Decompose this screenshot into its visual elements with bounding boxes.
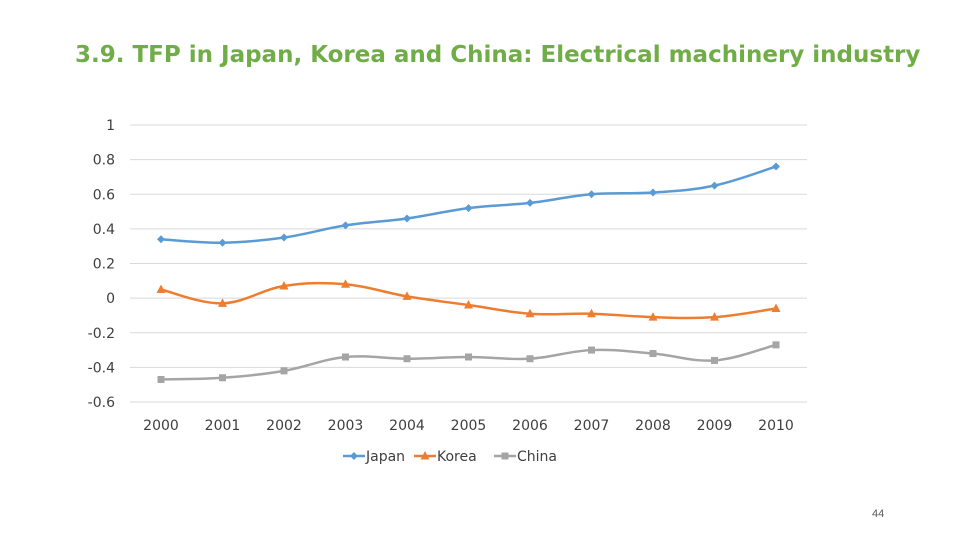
data-point-china — [403, 355, 411, 363]
x-tick-label: 2007 — [574, 418, 610, 434]
data-point-japan — [157, 235, 165, 244]
data-point-korea — [587, 308, 596, 318]
x-tick-label: 2010 — [758, 418, 794, 434]
x-tick-label: 2000 — [143, 418, 179, 434]
data-point-korea — [648, 312, 658, 321]
data-point-japan — [218, 238, 227, 247]
series-lines — [156, 162, 781, 383]
x-tick-label: 2002 — [266, 418, 302, 434]
data-point-korea — [341, 279, 350, 288]
data-point-china — [465, 353, 472, 361]
legend-label-china: China — [517, 449, 557, 465]
x-axis-tick-labels: 2000 2001 2002 2003 2004 2005 2006 2007 2008 2009… — [143, 418, 794, 434]
x-tick-label: 2005 — [451, 418, 487, 434]
y-tick-label: 0.4 — [93, 222, 115, 238]
x-tick-label: 2009 — [697, 418, 733, 434]
y-tick-label: -0.4 — [88, 360, 115, 376]
data-point-china — [526, 355, 534, 363]
legend-marker-korea — [420, 451, 430, 460]
data-point-china — [157, 375, 165, 383]
x-tick-label: 2004 — [389, 418, 425, 434]
data-point-japan — [710, 181, 719, 190]
series-line-china — [160, 343, 777, 381]
data-point-china — [772, 341, 780, 349]
y-tick-label: -0.2 — [88, 326, 115, 342]
x-tick-label: 2003 — [328, 418, 364, 434]
gridlines — [130, 124, 807, 403]
legend-entry-china: China — [494, 449, 557, 465]
data-point-japan — [587, 190, 596, 199]
data-point-china — [588, 346, 595, 354]
legend-marker-china — [501, 452, 509, 460]
y-tick-label: 0.8 — [93, 153, 115, 169]
legend-marker-japan — [350, 452, 358, 460]
series-china — [157, 341, 780, 383]
legend-entry-korea: Korea — [414, 449, 477, 465]
data-point-japan — [526, 198, 534, 207]
data-point-japan — [280, 233, 288, 242]
data-point-korea — [525, 308, 535, 318]
data-point-china — [280, 367, 288, 375]
data-point-china — [649, 350, 657, 358]
y-axis-tick-labels: 1 0.8 0.6 0.4 0.2 0 -0.2 -0.4 -0.6 — [88, 118, 115, 411]
y-tick-label: -0.6 — [88, 395, 115, 411]
series-korea — [156, 279, 781, 321]
x-tick-label: 2008 — [635, 418, 671, 434]
data-point-korea — [279, 281, 289, 290]
data-point-korea — [402, 291, 412, 300]
data-point-japan — [649, 188, 657, 197]
legend-label-japan: Japan — [365, 449, 405, 465]
legend-label-korea: Korea — [437, 449, 477, 465]
page-number: 44 — [872, 508, 885, 520]
data-point-japan — [341, 221, 350, 230]
legend: Japan Korea China — [343, 449, 557, 465]
data-point-japan — [403, 214, 411, 223]
x-tick-label: 2006 — [512, 418, 548, 434]
series-japan — [157, 162, 780, 247]
data-point-japan — [772, 162, 780, 171]
data-point-korea — [464, 300, 473, 309]
slide-title: 3.9. TFP in Japan, Korea and China: Elec… — [75, 42, 921, 68]
data-point-china — [711, 356, 718, 364]
data-point-korea — [771, 303, 781, 313]
data-point-korea — [218, 298, 227, 307]
y-tick-label: 0.6 — [93, 187, 115, 203]
data-point-china — [342, 353, 349, 361]
data-point-japan — [464, 204, 473, 213]
y-tick-label: 0.2 — [93, 257, 115, 273]
x-tick-label: 2001 — [205, 418, 241, 434]
data-point-korea — [710, 312, 719, 321]
data-point-korea — [156, 284, 166, 293]
y-tick-label: 1 — [106, 118, 115, 134]
legend-entry-japan: Japan — [343, 449, 405, 465]
y-tick-label: 0 — [106, 291, 115, 307]
data-point-china — [219, 374, 226, 382]
